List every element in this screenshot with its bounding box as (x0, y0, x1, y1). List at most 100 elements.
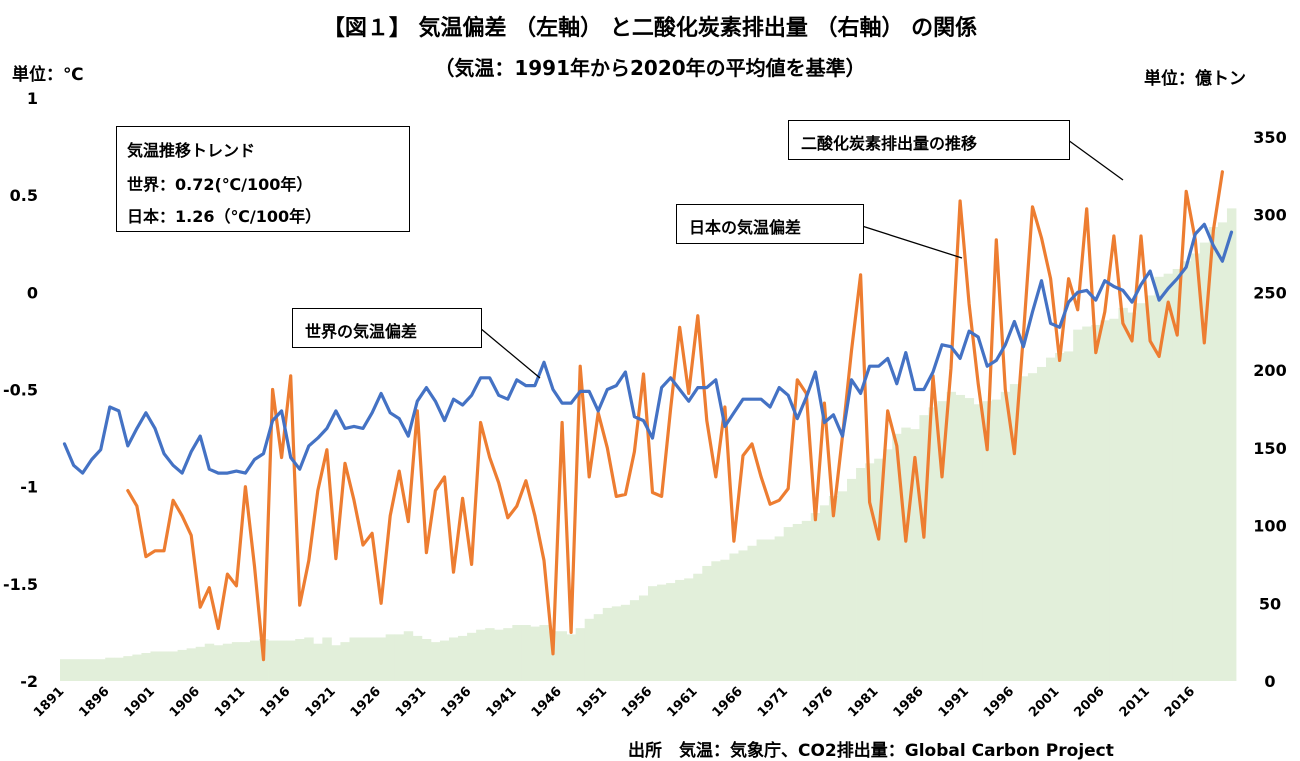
co2-bar (602, 607, 613, 681)
co2-bar (973, 404, 984, 681)
co2-bar (168, 651, 178, 681)
x-tick-label: 1896 (76, 684, 112, 720)
x-tick-label: 1996 (981, 684, 1017, 720)
x-tick-label: 2016 (1162, 684, 1198, 720)
co2-bar (964, 398, 975, 681)
japan-leader-line (861, 225, 963, 259)
co2-bar (883, 449, 893, 681)
co2-bar (1009, 384, 1020, 681)
chart-title: 【図１】 気温偏差 （左軸） と二酸化炭素排出量 （右軸） の関係 (322, 16, 978, 41)
co2-bar (1073, 329, 1083, 681)
co2-bar (521, 625, 531, 681)
x-tick-label: 1981 (845, 684, 881, 720)
co2-bar (1091, 324, 1101, 681)
co2-bar (1163, 273, 1174, 681)
co2-bar (467, 632, 477, 681)
co2-bar (448, 637, 459, 681)
co2-bar (231, 642, 242, 681)
co2-bar (557, 631, 567, 681)
callout-world-label: 世界の気温偏差 (305, 322, 418, 341)
co2-bar (331, 645, 341, 681)
right-tick-label: 50 (1259, 594, 1281, 613)
left-tick-label: 0.5 (10, 186, 38, 205)
left-tick-label: -2 (20, 672, 38, 691)
co2-bar (1082, 326, 1092, 681)
trend-box: 気温推移トレンド 世界：0.72(℃/100年） 日本：1.26（℃/100年） (116, 126, 410, 232)
co2-bar (114, 657, 124, 681)
co2-bar (819, 505, 830, 681)
x-tick-label: 1906 (167, 684, 203, 720)
co2-bar (132, 654, 142, 681)
co2-bar (1145, 295, 1155, 681)
co2-bar (611, 606, 622, 681)
co2-bar (1208, 227, 1219, 681)
co2-bar (1064, 351, 1074, 681)
co2-bars (60, 208, 1237, 682)
co2-bar (340, 642, 350, 681)
source-note: 出所 気温：気象庁、CO2排出量：Global Carbon Project (628, 741, 1114, 761)
co2-bar (150, 651, 160, 681)
x-tick-label: 1961 (664, 684, 700, 720)
co2-bar (539, 625, 549, 681)
co2-bar (810, 513, 821, 681)
co2-bar (96, 659, 106, 681)
co2-bar (629, 600, 640, 681)
co2-bar (847, 478, 857, 681)
co2-bar (485, 628, 495, 681)
co2-bar (385, 634, 396, 681)
co2-bar (1055, 352, 1065, 681)
co2-bar (530, 626, 540, 681)
co2-bar (566, 634, 577, 681)
co2-bar (747, 545, 757, 681)
co2-bar (765, 539, 776, 681)
left-tick-label: 1 (27, 89, 38, 108)
co2-bar (1181, 261, 1192, 681)
trend-box-heading: 気温推移トレンド (127, 141, 256, 160)
co2-bar (1199, 242, 1210, 682)
right-tick-label: 0 (1264, 672, 1275, 691)
co2-bar (105, 657, 115, 681)
co2-bar (856, 468, 866, 681)
co2-bar (195, 646, 206, 681)
co2-bar (430, 642, 441, 681)
co2-bar (1127, 312, 1137, 681)
x-tick-label: 1936 (438, 684, 474, 720)
co2-bar (720, 559, 730, 681)
co2-bar (955, 394, 966, 681)
co2-bar (286, 640, 296, 681)
co2-bar (87, 659, 97, 681)
x-tick-label: 2006 (1071, 684, 1107, 720)
co2-bar (910, 429, 920, 681)
right-tick-label: 200 (1253, 361, 1286, 380)
x-tick-label: 1986 (891, 684, 927, 720)
co2-bar (304, 637, 314, 681)
co2-bar (1018, 376, 1029, 681)
co2-bar (711, 561, 721, 681)
callout-co2: 二酸化炭素排出量の推移 (788, 120, 1070, 160)
x-tick-label: 1951 (574, 684, 610, 720)
right-axis-unit: 単位：億トン (1144, 69, 1246, 89)
right-tick-label: 100 (1253, 517, 1286, 536)
x-tick-label: 1971 (755, 684, 791, 720)
co2-bar (394, 634, 405, 681)
co2-bar (702, 565, 712, 681)
co2-leader-line (1067, 139, 1124, 181)
co2-bar (141, 653, 151, 681)
x-tick-label: 1966 (710, 684, 746, 720)
co2-bar (240, 642, 251, 681)
co2-bar (684, 578, 694, 681)
co2-bar (476, 629, 486, 681)
co2-bar (1000, 391, 1011, 681)
co2-bar (439, 640, 450, 681)
co2-bar (322, 637, 332, 681)
co2-bar (358, 637, 368, 681)
x-tick-label: 1921 (303, 684, 339, 720)
co2-bar (837, 491, 848, 681)
series-lines (62, 170, 1234, 662)
co2-bar (367, 637, 378, 681)
co2-bar (186, 648, 197, 681)
x-tick-label: 1931 (393, 684, 429, 720)
co2-bar (1217, 222, 1228, 681)
